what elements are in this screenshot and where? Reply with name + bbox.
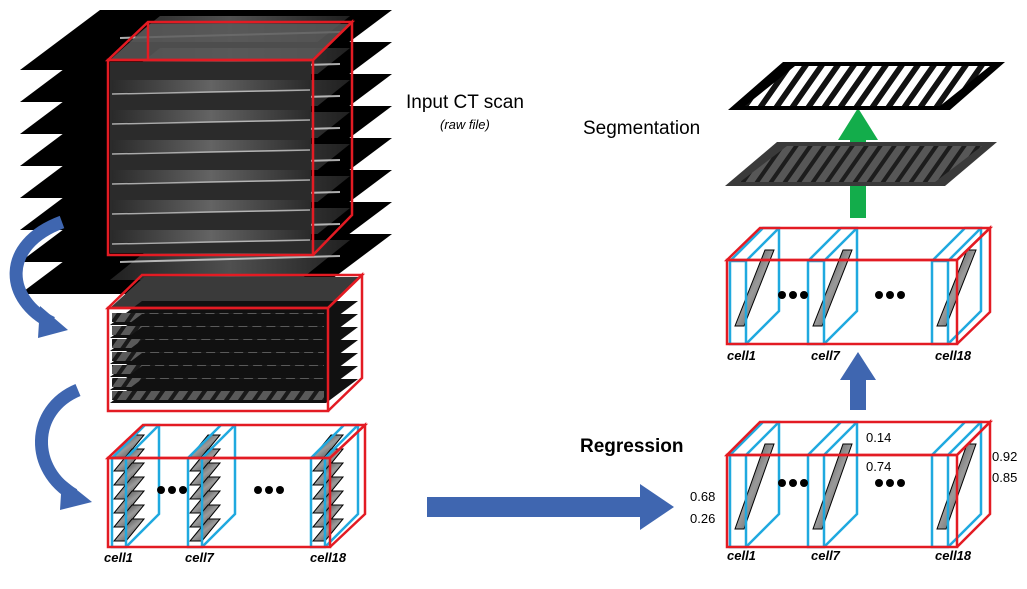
- curved-arrow-bottom: [35, 384, 92, 510]
- segmentation-label: Segmentation: [583, 118, 701, 139]
- cell1-value-a: 0.68: [690, 489, 716, 504]
- cell-slab: [186, 423, 237, 549]
- cell7-value-a: 0.14: [866, 430, 892, 445]
- mid-red-box: [104, 272, 366, 413]
- cell-slab: [110, 423, 161, 549]
- left-dots-1: [157, 486, 187, 494]
- cell-slab: [728, 226, 781, 346]
- cell1-value-b: 0.26: [690, 511, 716, 526]
- top-dots-1: [778, 291, 808, 299]
- bottom-cell18-label: cell18: [935, 548, 972, 563]
- cell-slab: [806, 226, 859, 346]
- cell7-value-b: 0.74: [866, 459, 892, 474]
- top-cell18-label: cell18: [935, 348, 972, 363]
- cell-slab: [806, 420, 859, 549]
- reduced-stack: [110, 277, 360, 403]
- left-dots-2: [254, 486, 284, 494]
- regression-label: Regression: [580, 436, 684, 457]
- selected-cells-box: [723, 225, 994, 346]
- mid-top-face: [110, 277, 360, 308]
- segmentation-slice: [728, 62, 1005, 110]
- mid-slice: [110, 379, 358, 403]
- ct-red-box: [104, 19, 356, 257]
- ct-scan-stack: [20, 10, 392, 294]
- left-cell18-label: cell18: [310, 550, 347, 565]
- left-cell1-label: cell1: [104, 550, 133, 565]
- bottom-cell1-label: cell1: [727, 548, 756, 563]
- regression-dots-1: [778, 479, 808, 487]
- top-cell1-label: cell1: [727, 348, 756, 363]
- bottom-cell7-label: cell7: [811, 548, 840, 563]
- input-ct-title: Input CT scan: [406, 92, 524, 113]
- ct-front-face: [110, 24, 350, 253]
- top-cell7-label: cell7: [811, 348, 840, 363]
- curved-arrow-top: [9, 215, 68, 338]
- regression-cells-box: [723, 418, 994, 549]
- cell18-value-b: 0.85: [992, 470, 1018, 485]
- raw-file-subtitle: (raw file): [440, 117, 490, 132]
- left-cell7-label: cell7: [185, 550, 214, 565]
- top-dots-2: [875, 291, 905, 299]
- cell18-value-a: 0.92: [992, 449, 1018, 464]
- regression-dots-2: [875, 479, 905, 487]
- up-arrow-blue: [840, 352, 876, 410]
- cell-slab: [728, 420, 781, 549]
- gray-slice: [725, 142, 997, 186]
- regression-arrow: [427, 484, 674, 530]
- left-cells-box: [104, 422, 369, 549]
